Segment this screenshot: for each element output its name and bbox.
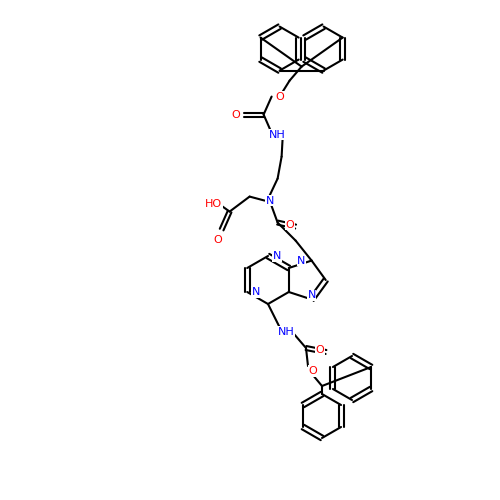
Text: O: O [275, 92, 284, 102]
Text: O: O [316, 345, 324, 355]
Text: N: N [273, 251, 281, 261]
Text: N: N [297, 256, 306, 266]
Text: O: O [213, 234, 222, 244]
Text: O: O [308, 366, 318, 376]
Text: NH: NH [269, 130, 286, 140]
Text: O: O [231, 110, 240, 120]
Text: HO: HO [205, 198, 222, 208]
Text: N: N [308, 290, 316, 300]
Text: N: N [252, 287, 260, 297]
Text: NH: NH [278, 327, 294, 337]
Text: N: N [266, 196, 274, 205]
Text: O: O [285, 220, 294, 230]
